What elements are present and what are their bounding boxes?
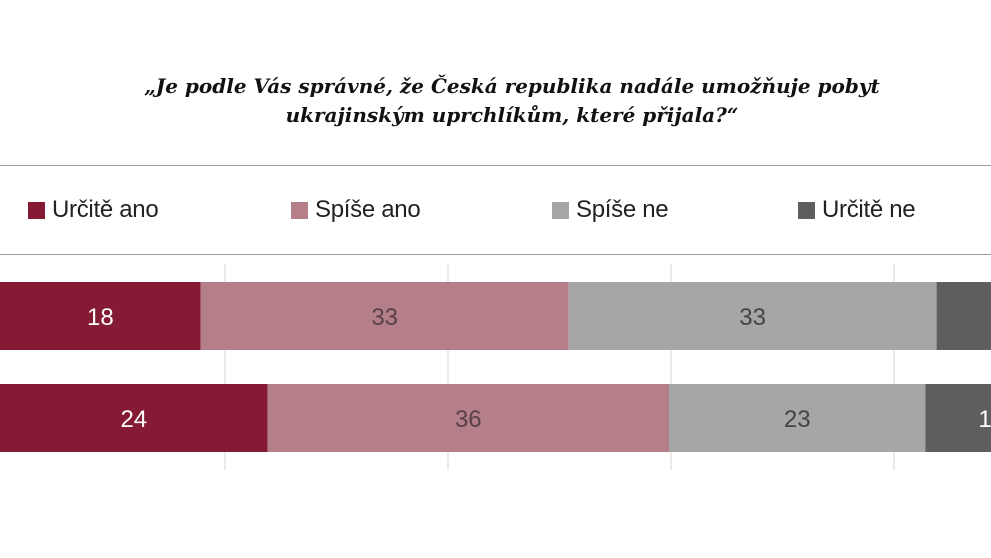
legend-item-spise-ano: Spíše ano <box>291 196 421 224</box>
legend-swatch-spise-ne <box>552 201 569 219</box>
bar-segment-row1-series2 <box>200 282 569 350</box>
data-label-row2-series4: 1 <box>978 406 991 433</box>
legend-label-urcite-ano: Určitě ano <box>52 196 159 223</box>
legend-label-spise-ne: Spíše ne <box>576 196 669 223</box>
data-label-row1-series3: 33 <box>739 304 766 331</box>
legend: Určitě ano Spíše ano Spíše ne Určitě ne <box>0 190 991 230</box>
legend-swatch-spise-ano <box>291 201 308 219</box>
bar-segment-row2-series2 <box>267 384 669 452</box>
legend-label-spise-ano: Spíše ano <box>315 196 421 223</box>
bar-segment-row2-series3 <box>669 384 926 452</box>
legend-item-spise-ne: Spíše ne <box>552 196 669 224</box>
data-label-row1-series2: 33 <box>371 304 398 331</box>
legend-swatch-urcite-ne <box>798 201 815 219</box>
legend-item-urcite-ne: Určitě ne <box>798 196 916 224</box>
divider-top <box>0 165 991 166</box>
legend-label-urcite-ne: Určitě ne <box>822 196 916 223</box>
divider-bottom <box>0 254 991 255</box>
chart-title-line-1: „Je podle Vás správné, že Česká republik… <box>144 74 880 98</box>
data-label-row2-series1: 24 <box>120 406 147 433</box>
legend-swatch-urcite-ano <box>28 201 45 219</box>
bar-segment-row2-series1 <box>0 384 268 452</box>
chart-title: „Je podle Vás správné, že Česká republik… <box>0 72 991 130</box>
bar-segment-row1-series3 <box>568 282 937 350</box>
legend-item-urcite-ano: Určitě ano <box>28 196 159 224</box>
bar-segment-row2-series4 <box>925 384 991 452</box>
data-label-row2-series3: 23 <box>784 406 811 433</box>
bar-segment-row1-series1 <box>0 282 201 350</box>
chart-title-line-2: ukrajinským uprchlíkům, které přijala?“ <box>285 103 739 127</box>
data-label-row1-series1: 18 <box>87 304 114 331</box>
stacked-bar-chart: 18 33 33 24 36 23 1 <box>0 264 991 470</box>
bar-segment-row1-series4 <box>936 282 991 350</box>
data-label-row2-series2: 36 <box>455 406 482 433</box>
